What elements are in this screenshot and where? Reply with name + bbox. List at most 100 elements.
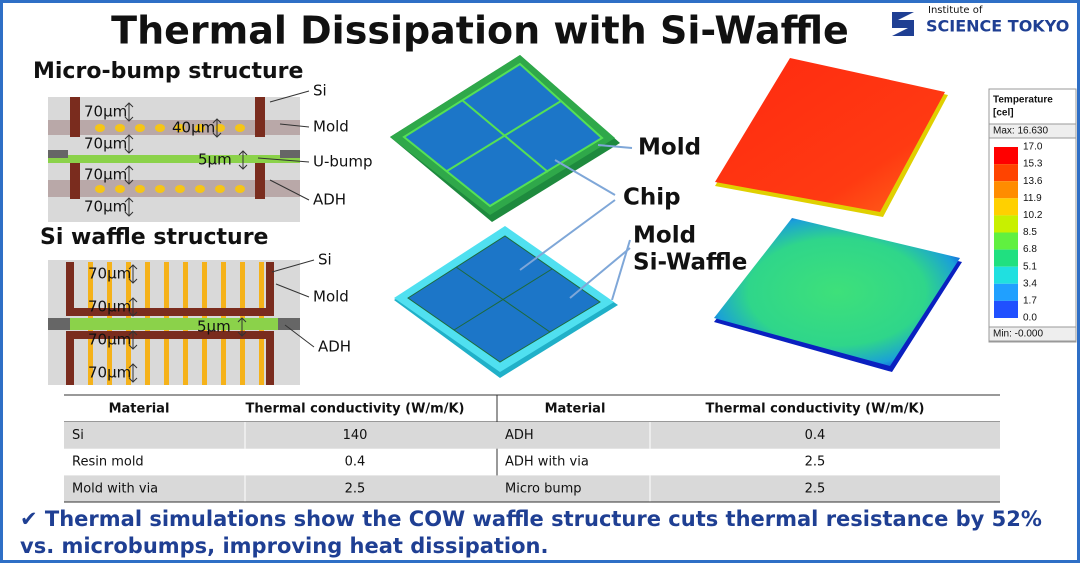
legend-tick: 3.4 — [1023, 278, 1037, 289]
section-title: Si waffle structure — [40, 225, 268, 250]
table-row-bg — [64, 422, 1000, 449]
callout: ADH — [313, 191, 346, 209]
bump — [235, 124, 245, 132]
shape — [48, 155, 300, 163]
dimension-label: 70µm — [88, 265, 131, 283]
callout: Si — [313, 82, 327, 100]
shape — [66, 331, 274, 385]
table-cell: Resin mold — [72, 455, 144, 470]
shape — [48, 318, 300, 330]
dimension-label: 5µm — [197, 318, 231, 336]
legend-swatch — [994, 232, 1018, 250]
table-cell: 2.5 — [345, 481, 366, 496]
shape: Material Thermal conductivity (W/m/K) Mate… — [64, 394, 1000, 503]
section-title: Micro-bump structure — [33, 59, 303, 84]
bump — [155, 124, 165, 132]
shape — [280, 150, 300, 158]
bump — [195, 124, 205, 132]
callout: Si — [318, 251, 332, 269]
legend-swatch — [994, 249, 1018, 267]
dimension-arrow — [128, 297, 138, 317]
callout-line — [284, 324, 315, 348]
heatmap-cool — [714, 218, 960, 366]
legend-tick: 8.5 — [1023, 227, 1037, 238]
micro-bump-diagram — [48, 97, 300, 222]
bump — [215, 185, 225, 193]
legend-swatch — [994, 215, 1018, 233]
legend-tick: 17.0 — [1023, 142, 1043, 153]
callout-line — [269, 179, 310, 201]
dimension-arrow — [128, 363, 138, 383]
shape — [48, 180, 300, 197]
legend-tick: 10.2 — [1023, 210, 1043, 221]
dimension-label: 70µm — [84, 198, 127, 216]
legend-swatch — [994, 300, 1018, 318]
logo-line1: Institute of — [928, 5, 983, 16]
legend-tick: 11.9 — [1023, 193, 1042, 204]
dimension-label: 70µm — [84, 166, 127, 184]
legend-tick: 0.0 — [1023, 313, 1037, 324]
callout-line — [279, 123, 310, 128]
callout: U-bump — [313, 153, 373, 171]
logo-line2: SCIENCE TOKYO — [926, 17, 1069, 36]
legend-title: Temperature — [993, 95, 1053, 106]
bump — [115, 185, 125, 193]
shape — [278, 318, 300, 330]
table-cell: Si — [72, 428, 84, 443]
shape — [597, 144, 633, 149]
legend-tick: 15.3 — [1023, 159, 1043, 170]
render-label: Mold — [633, 223, 696, 249]
shape — [48, 318, 70, 330]
bump — [95, 185, 105, 193]
render-label: Chip — [623, 185, 681, 211]
shape — [48, 120, 300, 135]
dimension-arrow — [124, 102, 134, 122]
shape — [611, 239, 631, 301]
table-header: Material — [109, 402, 170, 417]
bump — [195, 185, 205, 193]
bump — [115, 124, 125, 132]
table-cell: 2.5 — [805, 481, 826, 496]
render-si-waffle — [394, 226, 618, 378]
dimension-label: 5µm — [198, 151, 232, 169]
table-header: Material — [545, 402, 606, 417]
callout: ADH — [318, 338, 351, 356]
legend-swatch — [994, 283, 1018, 301]
table-cell: Mold with via — [72, 481, 158, 496]
legend-min-box — [988, 326, 1077, 342]
legend-unit: [cel] — [993, 108, 1014, 119]
callout: Mold — [313, 118, 349, 136]
shape — [453, 268, 553, 331]
table-cell: 140 — [343, 428, 368, 443]
shape — [255, 163, 265, 199]
si-waffle-diagram — [48, 260, 300, 385]
heatmap-hot — [715, 58, 945, 212]
dimension-arrow — [128, 264, 138, 284]
bump — [155, 185, 165, 193]
bump — [135, 185, 145, 193]
callout-line — [275, 283, 310, 298]
table-cell: 2.5 — [805, 455, 826, 470]
dimension-label: 70µm — [88, 364, 131, 382]
bump — [175, 185, 185, 193]
legend-swatch — [994, 164, 1018, 182]
table-header: Thermal conductivity (W/m/K) — [706, 402, 925, 417]
legend-max-box — [988, 123, 1077, 139]
table-cell: ADH — [505, 428, 534, 443]
legend-swatch — [994, 147, 1018, 165]
table-header: Thermal conductivity (W/m/K) — [246, 402, 465, 417]
shape: 17.0 15.3 13.6 11.9 10.2 8.5 6.8 5.1 3.4 1.7 0.0 — [994, 142, 1043, 324]
bump — [135, 124, 145, 132]
legend-max: Max: 16.630 — [993, 126, 1048, 137]
render-micro-bump — [390, 55, 620, 222]
callout-line — [269, 90, 310, 103]
dimension-label: 70µm — [84, 135, 127, 153]
leader-lines — [519, 144, 633, 301]
callout-line — [271, 259, 315, 273]
dimension-arrow — [238, 150, 248, 170]
dimension-arrow — [124, 134, 134, 154]
dimension-arrow — [212, 118, 222, 138]
footer-line: ✔ Thermal simulations show the COW waffl… — [20, 507, 1042, 531]
